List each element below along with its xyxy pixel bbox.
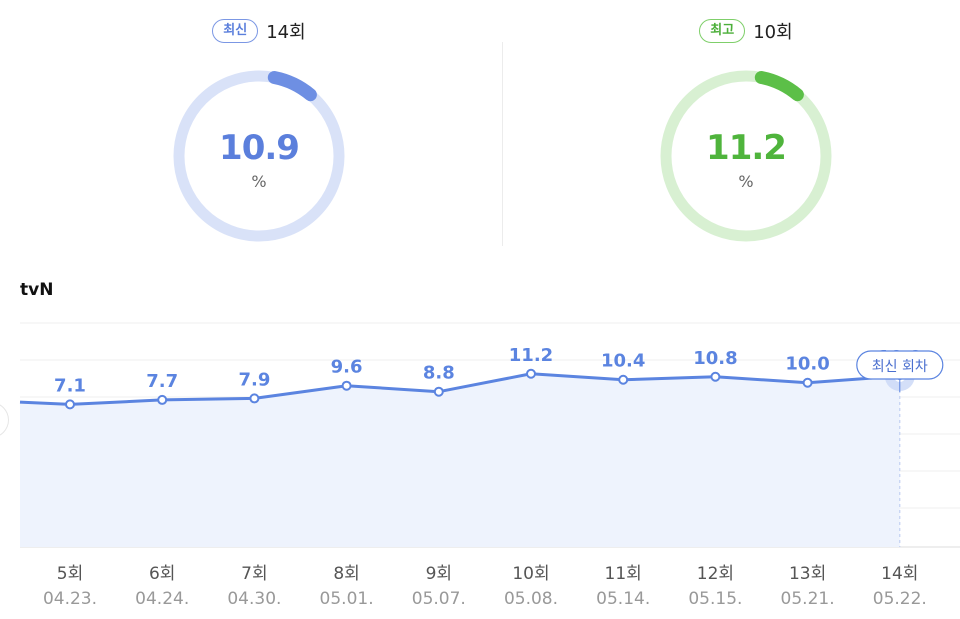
best-rating-ring (660, 70, 832, 242)
data-point (526, 368, 536, 379)
x-tick-date: 05.15. (688, 589, 742, 609)
rating-summary: 최신 14회 10.9 % 최고 10회 11.2 % (0, 0, 960, 260)
ratings-line-chart: 7.17.77.99.68.811.210.410.810.010.9최신 회차… (19, 322, 960, 609)
best-badge-row: 최고 10회 (646, 18, 846, 44)
latest-badge-row: 최신 14회 (159, 18, 359, 44)
summary-divider (502, 42, 503, 246)
x-tick-date: 05.21. (781, 589, 835, 609)
x-tick-episode: 5회 (57, 564, 83, 584)
latest-rating-unit: % (251, 172, 267, 191)
latest-rating-card: 최신 14회 10.9 % (159, 0, 359, 250)
x-tick-episode: 7회 (241, 564, 267, 584)
best-rating-card: 최고 10회 11.2 % (646, 0, 846, 250)
x-tick-episode: 8회 (333, 564, 359, 584)
latest-ring-track (173, 70, 345, 242)
data-label: 7.7 (146, 371, 178, 392)
data-point (341, 380, 352, 391)
data-point (433, 386, 444, 397)
x-tick-date: 04.30. (227, 589, 281, 609)
x-tick-date: 05.07. (412, 589, 466, 609)
latest-rating-ring (173, 70, 345, 242)
latest-ring-arc (267, 71, 317, 102)
x-tick-date: 04.24. (135, 589, 189, 609)
latest-rating-value: 10.9 (219, 128, 300, 168)
latest-callout-label: 최신 회차 (872, 359, 928, 375)
data-label: 9.6 (331, 357, 363, 378)
latest-badge: 최신 (212, 19, 259, 43)
best-badge: 최고 (699, 19, 746, 43)
latest-episode: 14회 (266, 22, 306, 43)
x-tick-episode: 9회 (426, 564, 452, 584)
data-point (65, 399, 75, 410)
best-episode: 10회 (753, 22, 793, 43)
best-ring-arc (754, 71, 804, 102)
data-label: 11.2 (509, 345, 553, 366)
data-label: 8.8 (423, 363, 455, 384)
data-label: 10.8 (693, 348, 737, 369)
data-point (249, 393, 260, 404)
data-point (157, 394, 168, 405)
x-tick-episode: 13회 (789, 564, 826, 584)
best-rating-unit: % (738, 172, 754, 191)
x-tick-date: 05.14. (596, 589, 650, 609)
data-label: 10.4 (601, 351, 645, 372)
latest-callout-box (856, 350, 944, 380)
data-point (710, 371, 721, 382)
x-tick-episode: 10회 (512, 564, 549, 584)
x-tick-date: 04.23. (43, 589, 97, 609)
best-ring-track (660, 70, 832, 242)
channel-title: tvN (20, 280, 54, 300)
x-tick-date: 05.22. (873, 589, 927, 609)
data-label: 7.1 (54, 375, 86, 396)
data-label: 7.9 (238, 369, 270, 390)
data-point (618, 374, 629, 385)
series-area (20, 373, 900, 547)
x-tick-episode: 11회 (605, 564, 642, 584)
data-label: 10.0 (785, 354, 829, 375)
x-tick-episode: 6회 (149, 564, 175, 584)
x-tick-episode: 14회 (881, 564, 918, 584)
best-rating-value: 11.2 (706, 128, 787, 168)
x-tick-date: 05.08. (504, 589, 558, 609)
x-tick-episode: 12회 (697, 564, 734, 584)
data-point (802, 377, 813, 388)
x-tick-date: 05.01. (320, 589, 374, 609)
